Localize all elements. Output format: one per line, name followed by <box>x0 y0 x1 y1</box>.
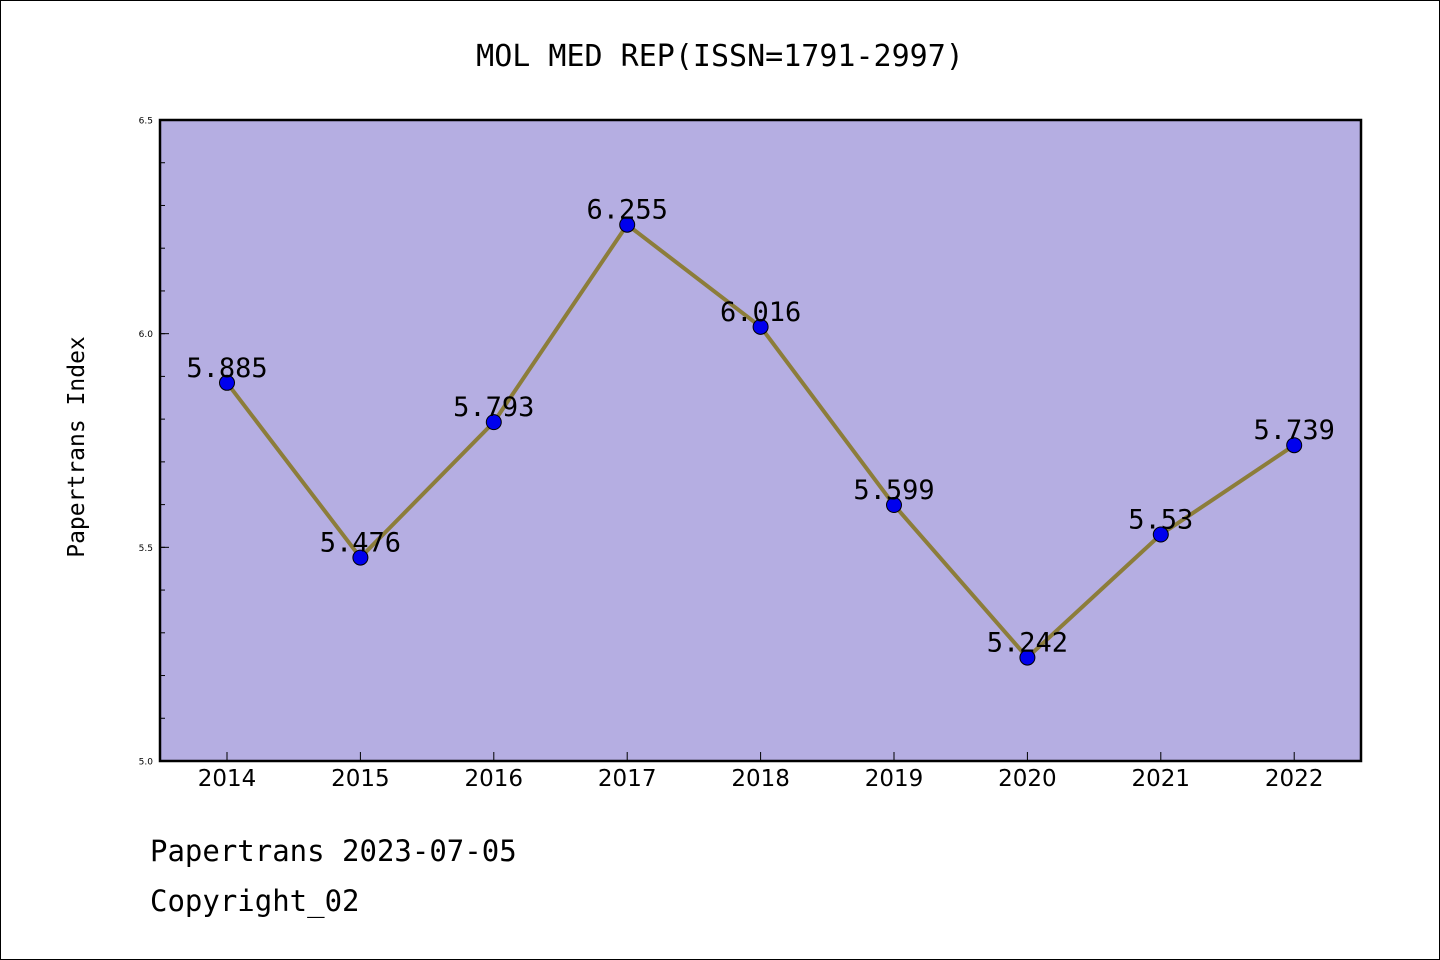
x-tick-label: 2017 <box>598 766 657 792</box>
x-tick-label: 2015 <box>331 766 390 792</box>
y-tick-label: 5.5 <box>139 544 153 554</box>
data-point <box>886 497 902 514</box>
data-point <box>485 414 502 431</box>
x-tick-label: 2016 <box>465 766 524 792</box>
data-label: 6.016 <box>720 297 801 328</box>
footer-date: Papertrans 2023-07-05 <box>150 834 517 868</box>
x-tick-label: 2022 <box>1265 766 1324 792</box>
y-axis-ticks: 5.0 5.5 6.0 6.5 <box>139 117 169 768</box>
x-axis-ticks: 2014 2015 2016 2017 2018 2019 2020 2021 2022 <box>198 752 1324 792</box>
y-axis-label: Papertrans Index <box>64 336 90 558</box>
data-point <box>752 318 769 335</box>
data-point <box>219 374 235 391</box>
y-tick-label: 5.0 <box>139 758 154 768</box>
data-label: 5.53 <box>1128 505 1193 536</box>
x-tick-label: 2019 <box>865 766 924 792</box>
data-point <box>1286 437 1303 454</box>
data-label: 6.255 <box>587 195 668 226</box>
footer-copyright: Copyright_02 <box>150 884 360 918</box>
data-label: 5.242 <box>987 628 1068 659</box>
data-labels: 5.885 5.476 5.793 6.255 6.016 5.599 5.242 5.53 5… <box>186 195 1334 659</box>
data-point <box>1019 649 1036 666</box>
y-tick-label: 6.0 <box>139 330 154 340</box>
x-tick-label: 2018 <box>731 766 790 792</box>
x-tick-label: 2021 <box>1132 766 1191 792</box>
data-markers <box>219 216 1303 666</box>
data-label: 5.739 <box>1254 415 1335 446</box>
data-label: 5.885 <box>186 353 267 384</box>
plot-area <box>158 118 1363 763</box>
x-tick-label: 2020 <box>998 766 1057 792</box>
y-tick-label: 6.5 <box>139 117 153 127</box>
chart-title: MOL MED REP(ISSN=1791-2997) <box>476 39 964 74</box>
data-point <box>1152 526 1169 543</box>
data-label: 5.793 <box>453 392 534 423</box>
x-tick-label: 2014 <box>198 766 257 792</box>
data-point <box>619 216 636 233</box>
data-label: 5.599 <box>853 475 934 506</box>
data-label: 5.476 <box>320 528 401 559</box>
data-point <box>352 549 369 566</box>
